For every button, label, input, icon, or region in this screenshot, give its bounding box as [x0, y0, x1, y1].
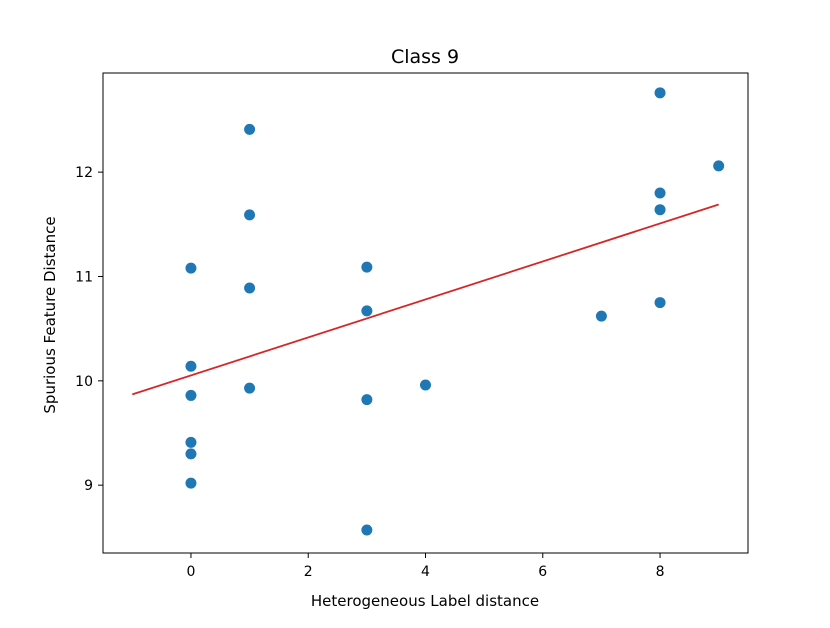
scatter-point [654, 187, 666, 199]
ticks-layer: 0 2 4 6 8 9 10 11 12 [75, 165, 664, 580]
scatter-point [185, 477, 197, 489]
x-tick-label: 6 [538, 564, 547, 580]
points-layer [185, 87, 725, 536]
x-tick-label: 8 [656, 564, 665, 580]
scatter-point [654, 204, 666, 216]
scatter-point [361, 261, 373, 273]
y-tick-label: 9 [84, 478, 93, 494]
scatter-point [713, 160, 725, 172]
x-tick-label: 4 [421, 564, 430, 580]
y-tick-label: 10 [75, 374, 93, 390]
y-tick-label: 12 [75, 165, 93, 181]
scatter-point [244, 209, 256, 221]
regression-line [132, 203, 719, 396]
scatter-point [185, 360, 197, 372]
scatter-point [361, 524, 373, 536]
scatter-point [244, 282, 256, 294]
trend-line-layer [132, 203, 719, 396]
y-axis-label: Spurious Feature Distance [41, 216, 59, 413]
x-axis-label: Heterogeneous Label distance [311, 592, 539, 610]
scatter-point [420, 379, 431, 391]
scatter-point [185, 436, 197, 448]
scatter-point [595, 310, 607, 322]
scatter-point [244, 123, 256, 135]
scatter-point [361, 394, 373, 406]
scatter-point [185, 389, 197, 401]
chart-title: Class 9 [391, 46, 459, 68]
scatter-point [654, 297, 666, 309]
scatter-point [654, 87, 666, 99]
y-tick-label: 11 [75, 269, 93, 285]
scatter-point [185, 262, 197, 274]
scatter-point [185, 448, 197, 460]
x-tick-label: 0 [186, 564, 195, 580]
scatter-point [244, 382, 256, 394]
plot-frame [102, 72, 749, 554]
scatter-point [361, 305, 373, 317]
x-tick-label: 2 [304, 564, 313, 580]
